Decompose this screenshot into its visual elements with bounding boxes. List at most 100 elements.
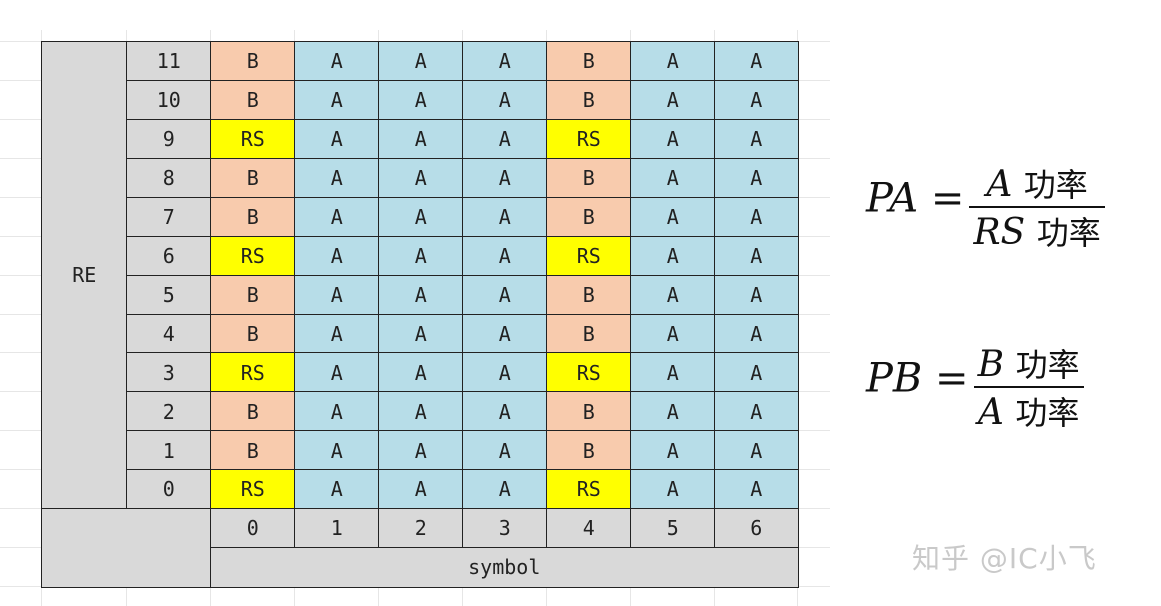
row-label: 2 <box>126 391 212 432</box>
grid-cell: A <box>378 313 464 354</box>
row-label: 8 <box>126 157 212 199</box>
grid-cell: A <box>714 79 799 121</box>
grid-cell: A <box>294 274 380 315</box>
grid-cell: A <box>714 157 799 199</box>
grid-cell: A <box>462 469 548 510</box>
watermark: 知乎 @IC小飞 <box>912 542 1097 575</box>
grid-cell: A <box>462 235 548 277</box>
grid-cell: A <box>294 313 380 354</box>
grid-cell: A <box>714 313 799 354</box>
grid-cell: A <box>462 41 548 82</box>
formula-pb: PB = B 功率 A 功率 <box>866 340 1084 434</box>
grid-cell: A <box>378 196 464 238</box>
grid-cell: A <box>714 274 799 315</box>
grid-cell: B <box>546 430 632 471</box>
grid-cell: A <box>378 274 464 315</box>
grid-cell: B <box>546 41 632 82</box>
row-label: 0 <box>126 469 212 510</box>
formula-pb-den-text: 功率 <box>1015 394 1080 432</box>
grid-cell: A <box>714 235 799 277</box>
grid-cell: A <box>294 41 380 82</box>
grid-cell: B <box>210 391 296 432</box>
resource-grid-table: RE 11 B A A A B A A 10 B A A A B A A 9 RS A A A RS A A 8 B A A A B A A 7 B… <box>41 41 799 588</box>
grid-cell: A <box>378 157 464 199</box>
grid-cell: A <box>462 196 548 238</box>
grid-cell: B <box>546 79 632 121</box>
row-label: 11 <box>126 41 212 82</box>
grid-cell: A <box>378 430 464 471</box>
formula-pb-num-text: 功率 <box>1015 346 1080 384</box>
grid-cell: A <box>714 196 799 238</box>
grid-cell: B <box>546 196 632 238</box>
grid-cell: A <box>294 196 380 238</box>
grid-cell: A <box>630 352 716 393</box>
formula-pa-fraction: A 功率 RS 功率 <box>969 160 1105 254</box>
row-label: 4 <box>126 313 212 354</box>
grid-cell: A <box>630 391 716 432</box>
grid-cell: RS <box>546 235 632 277</box>
grid-cell: B <box>546 274 632 315</box>
formula-pa-den-var: RS <box>973 212 1026 253</box>
column-axis-label: symbol <box>210 547 799 588</box>
grid-cell: A <box>294 235 380 277</box>
grid-cell: A <box>294 391 380 432</box>
grid-cell: A <box>462 352 548 393</box>
grid-cell: A <box>294 118 380 160</box>
grid-cell: A <box>714 469 799 510</box>
row-label: 3 <box>126 352 212 393</box>
grid-cell: RS <box>210 235 296 277</box>
grid-cell: A <box>630 118 716 160</box>
grid-cell: A <box>378 352 464 393</box>
grid-cell: RS <box>210 469 296 510</box>
grid-cell: A <box>630 313 716 354</box>
grid-cell: A <box>462 313 548 354</box>
grid-cell: RS <box>546 118 632 160</box>
column-label: 5 <box>630 508 716 549</box>
grid-cell: A <box>630 469 716 510</box>
grid-cell: A <box>630 157 716 199</box>
grid-cell: A <box>462 274 548 315</box>
row-axis-label: RE <box>41 41 128 510</box>
grid-cell: A <box>378 41 464 82</box>
grid-cell: B <box>210 157 296 199</box>
formula-pa: PA = A 功率 RS 功率 <box>866 160 1105 254</box>
grid-cell: A <box>294 430 380 471</box>
grid-cell: A <box>462 79 548 121</box>
formula-pa-num-text: 功率 <box>1023 166 1088 204</box>
fraction-bar <box>969 206 1105 208</box>
grid-cell: B <box>546 391 632 432</box>
formula-pb-denominator: A 功率 <box>974 388 1083 434</box>
grid-cell: B <box>546 313 632 354</box>
grid-cell: A <box>630 430 716 471</box>
grid-cell: A <box>294 157 380 199</box>
grid-cell: A <box>714 118 799 160</box>
grid-cell: A <box>714 352 799 393</box>
grid-cell: A <box>378 469 464 510</box>
grid-cell: B <box>210 79 296 121</box>
grid-cell: A <box>714 430 799 471</box>
column-label: 6 <box>714 508 799 549</box>
row-label: 10 <box>126 79 212 121</box>
row-label: 6 <box>126 235 212 277</box>
grid-cell: B <box>210 196 296 238</box>
row-label: 7 <box>126 196 212 238</box>
grid-cell: B <box>210 313 296 354</box>
grid-cell: A <box>630 235 716 277</box>
grid-cell: A <box>462 157 548 199</box>
grid-cell: A <box>462 391 548 432</box>
grid-cell: A <box>462 430 548 471</box>
grid-cell: RS <box>546 352 632 393</box>
grid-cell: A <box>378 391 464 432</box>
grid-cell: A <box>630 274 716 315</box>
grid-cell: A <box>714 391 799 432</box>
grid-cell: A <box>630 41 716 82</box>
column-label: 2 <box>378 508 464 549</box>
formula-pa-denominator: RS 功率 <box>969 208 1104 254</box>
column-label: 1 <box>294 508 380 549</box>
fraction-bar <box>973 386 1084 388</box>
formula-pa-den-text: 功率 <box>1036 214 1101 252</box>
grid-cell: A <box>294 469 380 510</box>
grid-cell: A <box>462 118 548 160</box>
formula-pb-num-var: B <box>977 344 1005 385</box>
grid-cell: B <box>210 41 296 82</box>
